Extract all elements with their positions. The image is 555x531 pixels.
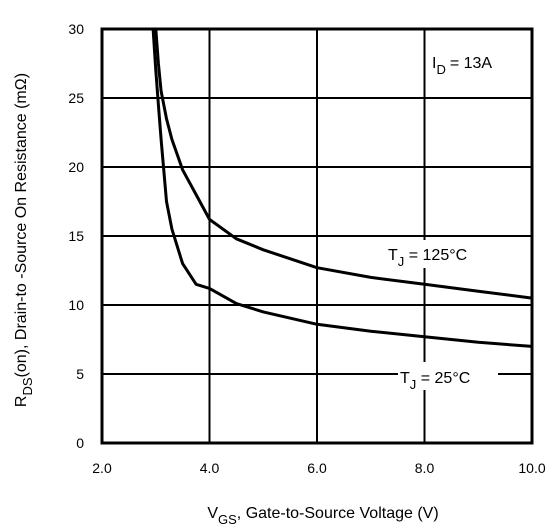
- y-axis-label-symbol: R: [13, 396, 30, 408]
- series-label-125-symbol: T: [388, 247, 398, 264]
- x-tick-label: 8.0: [415, 460, 435, 476]
- series-lines: [151, 28, 533, 348]
- series-label-bg-125: [385, 240, 498, 268]
- x-axis-label-text: , Gate-to-Source Voltage (V): [237, 505, 439, 522]
- series-label-125-subscript: J: [398, 254, 405, 269]
- x-axis-label-symbol: V: [207, 505, 218, 522]
- series-label-25-symbol: T: [400, 370, 410, 387]
- x-tick-label: 6.0: [307, 460, 327, 476]
- x-tick-label: 10.0: [518, 460, 545, 476]
- y-axis-label-subscript: DS: [20, 377, 35, 395]
- x-axis-label: VGS, Gate-to-Source Voltage (V): [207, 505, 438, 527]
- y-axis-label-text: (on), Drain-to -Source On Resistance (mΩ…: [13, 73, 30, 378]
- y-tick-label: 30: [68, 21, 84, 37]
- annotation-symbol: I: [432, 55, 436, 72]
- annotation-subscript: D: [436, 62, 445, 77]
- series-label-25-value: = 25°C: [416, 370, 470, 387]
- series-label-25-subscript: J: [410, 377, 417, 392]
- annotation-current: ID = 13A: [432, 55, 492, 77]
- y-tick-label: 20: [68, 159, 84, 175]
- x-axis-label-subscript: GS: [218, 512, 237, 527]
- y-tick-label: 5: [76, 366, 84, 382]
- series-label-25: TJ = 25°C: [400, 370, 470, 392]
- y-tick-label: 0: [76, 435, 84, 451]
- series-label-125: TJ = 125°C: [388, 247, 467, 269]
- series-line-125c: [154, 28, 533, 300]
- x-tick-label: 2.0: [92, 460, 112, 476]
- series-label-125-value: = 125°C: [404, 247, 467, 264]
- y-axis-label: RDS(on), Drain-to -Source On Resistance …: [13, 73, 35, 407]
- y-tick-label: 15: [68, 228, 84, 244]
- y-tick-label: 10: [68, 297, 84, 313]
- tick-labels: 0 5 10 15 20 25 30 2.0 4.0 6.0 8.0 10.0: [68, 21, 545, 476]
- series-label-bg-25: [398, 362, 498, 390]
- annotation-value: = 13A: [450, 55, 493, 72]
- series-line-25c: [151, 28, 533, 348]
- y-tick-label: 25: [68, 90, 84, 106]
- x-tick-label: 4.0: [200, 460, 220, 476]
- plot-frame: [100, 27, 534, 445]
